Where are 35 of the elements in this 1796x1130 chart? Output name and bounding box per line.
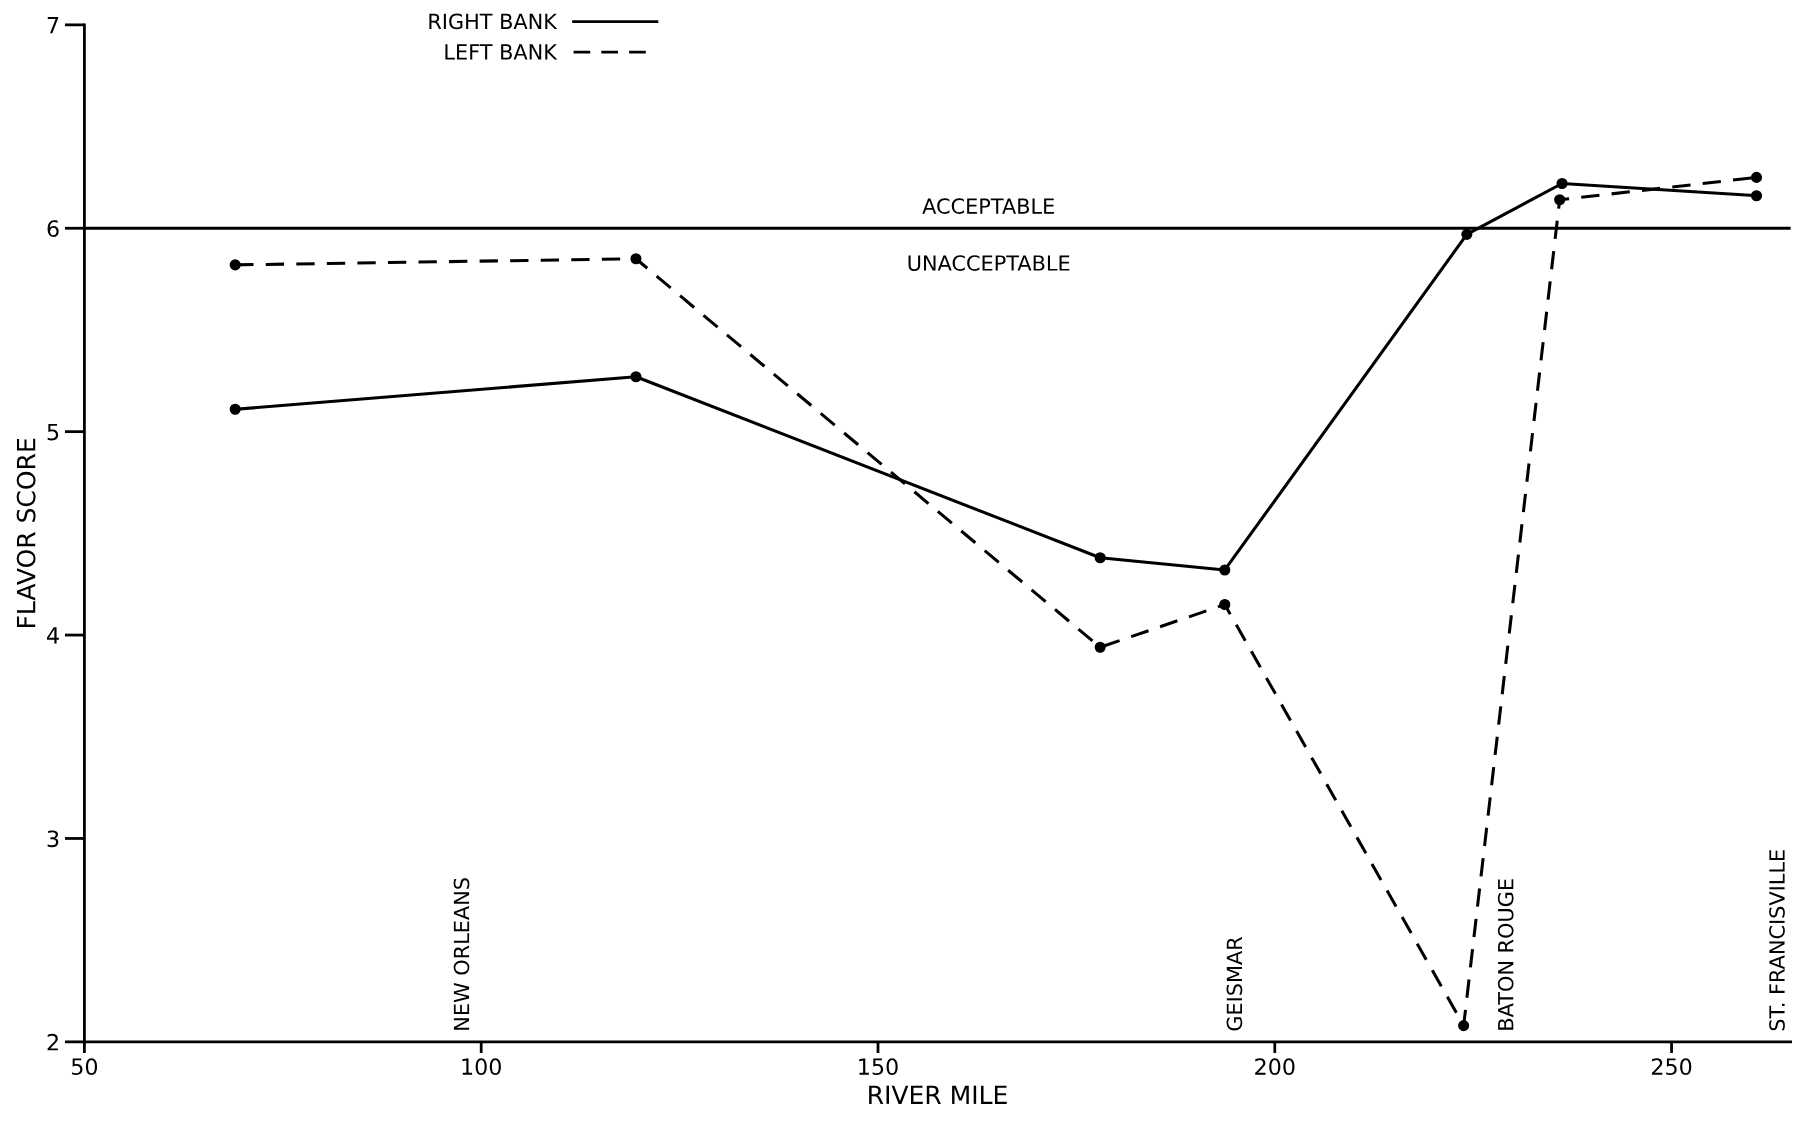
annotation: BATON ROUGE <box>1497 879 1514 1030</box>
y-axis-title: FLAVOR SCORE <box>16 438 36 628</box>
annotation: GEISMAR <box>1226 936 1243 1031</box>
y-tick-label: 7 <box>47 17 59 34</box>
point <box>229 403 241 415</box>
point <box>1461 228 1473 240</box>
point <box>1219 598 1231 611</box>
y-tick-label: 2 <box>47 1033 58 1051</box>
x-tick-label: 200 <box>1255 1058 1295 1076</box>
legend-label: RIGHT BANK <box>429 13 558 30</box>
annotation: ACCEPTABLE <box>922 198 1054 214</box>
point <box>1219 564 1231 576</box>
point <box>1750 171 1763 183</box>
y-tick-label: 4 <box>47 627 59 644</box>
annotation: NEW ORLEANS <box>453 878 470 1030</box>
point <box>1750 190 1763 202</box>
x-axis-title: RIVER MILE <box>869 1085 1007 1104</box>
point <box>229 259 241 271</box>
legend-label: LEFT BANK <box>445 44 558 60</box>
x-tick-label: 250 <box>1651 1058 1692 1076</box>
x-tick-label: 50 <box>71 1058 98 1076</box>
y-tick-label: 5 <box>47 423 59 441</box>
point <box>1458 1020 1470 1032</box>
point <box>1094 641 1106 653</box>
point <box>1554 194 1566 206</box>
x-tick-label: 100 <box>462 1058 501 1076</box>
annotation: ST. FRANCISVILLE <box>1769 850 1785 1031</box>
point <box>630 371 642 383</box>
x-tick-label: 150 <box>859 1058 898 1076</box>
point <box>1094 552 1106 564</box>
y-tick-label: 6 <box>47 220 59 238</box>
point <box>630 253 642 265</box>
annotation: UNACCEPTABLE <box>908 255 1070 271</box>
point <box>1556 177 1568 190</box>
y-tick-label: 3 <box>47 830 59 848</box>
